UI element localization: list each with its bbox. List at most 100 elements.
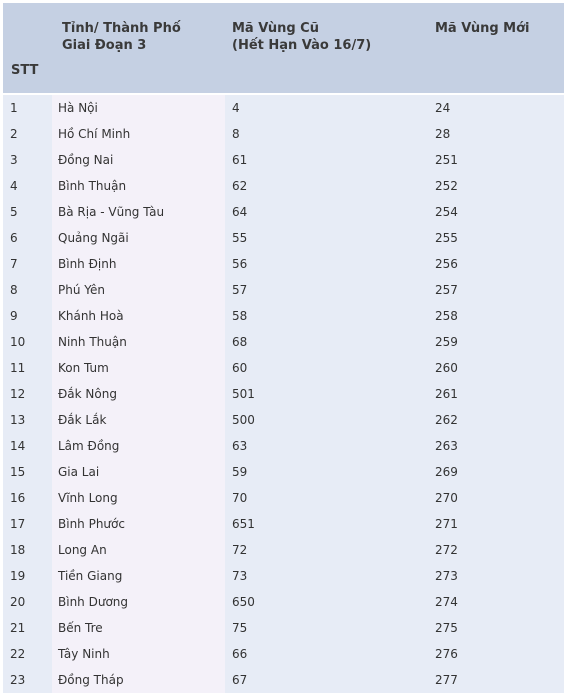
new-code-cell: 269 xyxy=(435,465,458,479)
province-cell: Bình Dương xyxy=(52,589,225,615)
old-code-cell: 500 xyxy=(232,413,255,427)
table-header: STT Tỉnh/ Thành Phố Giai Đoạn 3 Mã Vùng … xyxy=(3,3,564,95)
header-province: Tỉnh/ Thành Phố Giai Đoạn 3 xyxy=(52,3,225,93)
stt-cell: 4 xyxy=(10,179,18,193)
old-code-cell: 67 xyxy=(232,673,248,687)
table-row: 3 Đồng Nai 61 251 xyxy=(3,147,564,173)
new-code-cell: 254 xyxy=(435,205,458,219)
province-cell: Lâm Đồng xyxy=(52,433,225,459)
new-code-cell: 261 xyxy=(435,387,458,401)
table-row: 7 Bình Định 56 256 xyxy=(3,251,564,277)
header-old-code-line2: (Hết Hạn Vào 16/7) xyxy=(232,38,372,53)
table-row: 23 Đồng Tháp 67 277 xyxy=(3,667,564,693)
table-row: 12 Đắk Nông 501 261 xyxy=(3,381,564,407)
province-cell: Bình Định xyxy=(52,251,225,277)
province-cell: Phú Yên xyxy=(52,277,225,303)
province-cell: Đồng Nai xyxy=(52,147,225,173)
table-row: 16 Vĩnh Long 70 270 xyxy=(3,485,564,511)
table-row: 14 Lâm Đồng 63 263 xyxy=(3,433,564,459)
stt-cell: 21 xyxy=(10,621,26,635)
old-code-cell: 57 xyxy=(232,283,248,297)
table-row: 4 Bình Thuận 62 252 xyxy=(3,173,564,199)
new-code-cell: 256 xyxy=(435,257,458,271)
table-row: 8 Phú Yên 57 257 xyxy=(3,277,564,303)
old-code-cell: 62 xyxy=(232,179,248,193)
stt-cell: 1 xyxy=(10,101,18,115)
new-code-cell: 259 xyxy=(435,335,458,349)
stt-cell: 8 xyxy=(10,283,18,297)
table-row: 22 Tây Ninh 66 276 xyxy=(3,641,564,667)
stt-cell: 2 xyxy=(10,127,18,141)
header-old-code-line1: Mã Vùng Cũ xyxy=(232,21,319,36)
table-row: 15 Gia Lai 59 269 xyxy=(3,459,564,485)
table-row: 20 Bình Dương 650 274 xyxy=(3,589,564,615)
old-code-cell: 64 xyxy=(232,205,248,219)
new-code-cell: 24 xyxy=(435,101,451,115)
header-new-code: Mã Vùng Mới xyxy=(429,3,564,93)
stt-cell: 11 xyxy=(10,361,26,375)
old-code-cell: 72 xyxy=(232,543,248,557)
header-new-code-label: Mã Vùng Mới xyxy=(435,21,530,36)
table-row: 9 Khánh Hoà 58 258 xyxy=(3,303,564,329)
province-cell: Bà Rịa - Vũng Tàu xyxy=(52,199,225,225)
header-stt: STT xyxy=(3,3,52,93)
table-row: 11 Kon Tum 60 260 xyxy=(3,355,564,381)
old-code-cell: 56 xyxy=(232,257,248,271)
stt-cell: 22 xyxy=(10,647,26,661)
header-old-code: Mã Vùng Cũ (Hết Hạn Vào 16/7) xyxy=(225,3,429,93)
stt-cell: 15 xyxy=(10,465,26,479)
province-cell: Hồ Chí Minh xyxy=(52,121,225,147)
province-cell: Kon Tum xyxy=(52,355,225,381)
old-code-cell: 63 xyxy=(232,439,248,453)
old-code-cell: 60 xyxy=(232,361,248,375)
new-code-cell: 262 xyxy=(435,413,458,427)
old-code-cell: 58 xyxy=(232,309,248,323)
old-code-cell: 73 xyxy=(232,569,248,583)
province-cell: Hà Nội xyxy=(52,95,225,121)
new-code-cell: 257 xyxy=(435,283,458,297)
province-cell: Tiền Giang xyxy=(52,563,225,589)
stt-cell: 16 xyxy=(10,491,26,505)
province-cell: Ninh Thuận xyxy=(52,329,225,355)
old-code-cell: 68 xyxy=(232,335,248,349)
province-cell: Đắk Lắk xyxy=(52,407,225,433)
table-row: 18 Long An 72 272 xyxy=(3,537,564,563)
stt-cell: 23 xyxy=(10,673,26,687)
table-row: 17 Bình Phước 651 271 xyxy=(3,511,564,537)
old-code-cell: 4 xyxy=(232,101,240,115)
old-code-cell: 70 xyxy=(232,491,248,505)
province-cell: Bình Thuận xyxy=(52,173,225,199)
province-cell: Đắk Nông xyxy=(52,381,225,407)
old-code-cell: 650 xyxy=(232,595,255,609)
old-code-cell: 59 xyxy=(232,465,248,479)
province-cell: Khánh Hoà xyxy=(52,303,225,329)
stt-cell: 18 xyxy=(10,543,26,557)
new-code-cell: 277 xyxy=(435,673,458,687)
province-cell: Đồng Tháp xyxy=(52,667,225,693)
table-row: 19 Tiền Giang 73 273 xyxy=(3,563,564,589)
table-row: 1 Hà Nội 4 24 xyxy=(3,95,564,121)
stt-cell: 7 xyxy=(10,257,18,271)
new-code-cell: 275 xyxy=(435,621,458,635)
new-code-cell: 251 xyxy=(435,153,458,167)
province-cell: Bến Tre xyxy=(52,615,225,641)
old-code-cell: 66 xyxy=(232,647,248,661)
new-code-cell: 272 xyxy=(435,543,458,557)
stt-cell: 17 xyxy=(10,517,26,531)
table-row: 13 Đắk Lắk 500 262 xyxy=(3,407,564,433)
stt-cell: 5 xyxy=(10,205,18,219)
stt-cell: 9 xyxy=(10,309,18,323)
province-cell: Long An xyxy=(52,537,225,563)
new-code-cell: 271 xyxy=(435,517,458,531)
table-row: 10 Ninh Thuận 68 259 xyxy=(3,329,564,355)
new-code-cell: 258 xyxy=(435,309,458,323)
stt-cell: 12 xyxy=(10,387,26,401)
header-province-line1: Tỉnh/ Thành Phố xyxy=(62,21,181,36)
stt-cell: 20 xyxy=(10,595,26,609)
old-code-cell: 55 xyxy=(232,231,248,245)
stt-cell: 10 xyxy=(10,335,26,349)
old-code-cell: 61 xyxy=(232,153,248,167)
table-row: 6 Quảng Ngãi 55 255 xyxy=(3,225,564,251)
province-cell: Vĩnh Long xyxy=(52,485,225,511)
old-code-cell: 8 xyxy=(232,127,240,141)
